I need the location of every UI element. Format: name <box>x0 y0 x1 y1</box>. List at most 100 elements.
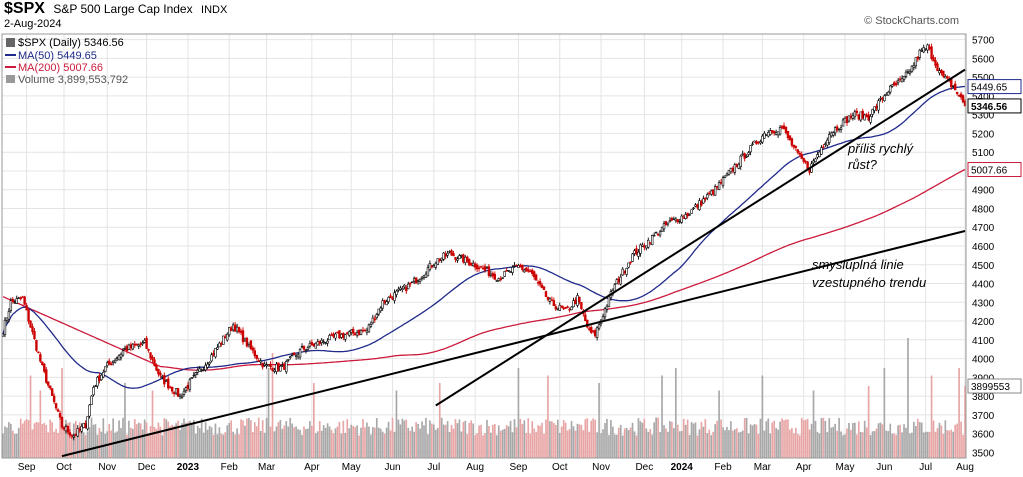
volume-bar <box>948 430 951 458</box>
volume-bar <box>212 434 215 458</box>
volume-bar <box>94 424 97 458</box>
candle-body <box>21 296 24 298</box>
candle-body <box>25 305 28 311</box>
volume-bar <box>124 383 126 458</box>
candle-body <box>619 276 622 285</box>
candle-body <box>794 146 798 148</box>
candle-body <box>48 385 52 389</box>
x-tick-label: Apr <box>796 462 812 473</box>
volume-bar <box>185 422 187 458</box>
volume-bar <box>289 417 292 458</box>
candle-body <box>460 254 463 257</box>
candle-body <box>473 263 477 268</box>
volume-bar <box>568 429 571 458</box>
volume-bar <box>379 428 382 458</box>
volume-bar <box>810 423 813 458</box>
candle-body <box>883 95 886 101</box>
candle-body <box>149 352 152 359</box>
volume-bar <box>169 426 172 458</box>
volume-bar <box>220 433 223 458</box>
candle-body <box>200 369 203 372</box>
candle-body <box>666 222 670 225</box>
volume-bar <box>881 424 884 458</box>
candle-body <box>27 309 30 322</box>
candle-body <box>961 95 965 103</box>
volume-bar <box>716 420 718 458</box>
candle-body <box>68 432 72 436</box>
candle-body <box>603 308 607 318</box>
volume-bar <box>916 418 919 458</box>
volume-bar <box>198 428 201 458</box>
volume-bar <box>800 417 803 458</box>
candle-body <box>39 354 42 362</box>
volume-bar <box>222 434 225 458</box>
volume-bar <box>299 429 301 458</box>
candle-body <box>129 344 133 349</box>
brand-watermark: © StockCharts.com <box>864 15 959 27</box>
volume-bar <box>492 424 494 458</box>
volume-bar <box>65 419 67 458</box>
volume-bar <box>694 422 697 458</box>
volume-bar <box>920 422 923 458</box>
volume-bar <box>523 420 526 458</box>
volume-bar <box>934 431 937 458</box>
volume-bar <box>67 422 69 458</box>
candle-body <box>944 76 947 79</box>
volume-bar <box>244 425 246 458</box>
candle-body <box>477 267 481 269</box>
volume-bar <box>82 432 85 458</box>
volume-bar <box>763 430 766 458</box>
volume-bar <box>669 421 671 458</box>
candle-body <box>735 164 739 167</box>
candle-body <box>145 337 148 349</box>
volume-bar <box>263 432 266 458</box>
volume-bar <box>767 418 770 458</box>
candle-body <box>224 336 227 339</box>
volume-bar <box>852 422 854 458</box>
volume-bar <box>431 423 433 458</box>
candle-body <box>283 363 286 370</box>
volume-bar <box>848 423 850 458</box>
volume-bar <box>316 431 319 458</box>
candle-body <box>633 250 636 254</box>
volume-bar <box>661 375 663 458</box>
volume-bar <box>393 431 396 458</box>
volume-bar <box>368 426 370 458</box>
volume-bar <box>165 419 168 458</box>
candle-body <box>342 332 345 338</box>
candle-body <box>462 254 465 263</box>
candle-body <box>218 342 221 348</box>
volume-bar <box>734 429 736 458</box>
candle-body <box>521 264 524 270</box>
candle-body <box>767 132 770 137</box>
candle-body <box>676 219 679 223</box>
candle-body <box>499 278 502 281</box>
candle-body <box>680 215 683 223</box>
volume-bar <box>261 420 264 458</box>
volume-bar <box>804 419 807 458</box>
candle-body <box>334 333 337 339</box>
volume-bar <box>312 383 315 458</box>
candle-body <box>952 85 955 88</box>
candle-body <box>839 127 843 130</box>
candle-body <box>210 354 213 362</box>
volume-bar <box>488 425 490 458</box>
candle-body <box>375 314 378 318</box>
candle-body <box>790 138 794 146</box>
volume-bar <box>828 418 831 458</box>
candle-body <box>167 378 170 389</box>
candle-body <box>361 329 365 332</box>
volume-bar <box>135 424 138 458</box>
candle-body <box>507 269 510 272</box>
candle-body <box>649 242 652 244</box>
legend-price: $SPX (Daily) 5346.56 <box>18 37 124 49</box>
volume-bar <box>903 424 905 458</box>
candle-body <box>652 234 656 237</box>
candle-body <box>660 226 664 232</box>
volume-bar <box>486 419 488 458</box>
volume-bar <box>429 420 431 458</box>
volume-bar <box>519 418 522 458</box>
candle-body <box>387 297 390 302</box>
x-tick-label: May <box>836 462 855 473</box>
candle-body <box>873 106 876 111</box>
